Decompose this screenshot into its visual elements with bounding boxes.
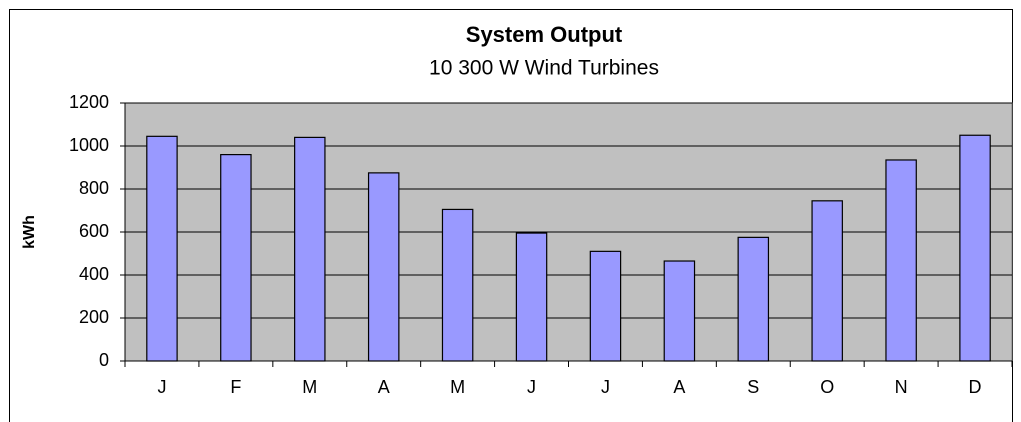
chart-title: System Output (466, 22, 623, 47)
y-tick-label: 400 (79, 264, 109, 284)
bar (367, 172, 400, 362)
x-tick-label: A (378, 377, 390, 397)
bar (220, 154, 252, 362)
x-tick-label: J (527, 377, 536, 397)
y-tick-label: 1200 (69, 92, 109, 112)
bar (146, 135, 178, 362)
x-tick-label: D (969, 377, 982, 397)
x-tick-label: J (601, 377, 610, 397)
bar (589, 250, 622, 362)
x-tick-label: M (302, 377, 317, 397)
y-tick-label: 800 (79, 178, 109, 198)
bar (885, 159, 917, 362)
x-tick-label: A (673, 377, 685, 397)
y-tick-label: 1000 (69, 135, 109, 155)
bar (294, 136, 326, 362)
x-tick-label: F (230, 377, 241, 397)
y-tick-label: 200 (79, 307, 109, 327)
bar (959, 134, 991, 362)
y-axis-label: kWh (21, 215, 38, 249)
bar (811, 200, 843, 362)
chart-subtitle: 10 300 W Wind Turbines (429, 57, 659, 80)
bar (441, 208, 474, 362)
bar (737, 236, 770, 362)
x-tick-label: M (450, 377, 465, 397)
x-tick-label: J (157, 377, 166, 397)
y-tick-label: 600 (79, 221, 109, 241)
x-tick-label: S (747, 377, 759, 397)
bar (663, 260, 696, 362)
x-tick-label: N (895, 377, 908, 397)
x-tick-label: O (820, 377, 834, 397)
bar (515, 232, 548, 362)
y-tick-label: 0 (99, 350, 109, 370)
